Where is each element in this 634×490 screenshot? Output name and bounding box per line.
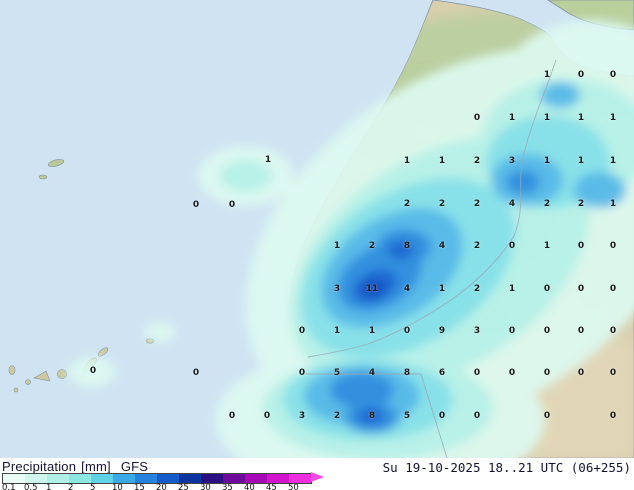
- precipitation-overlay: [68, 20, 634, 458]
- scale-tick-label: 30: [200, 483, 211, 490]
- scale-tick-label: 10: [112, 483, 123, 490]
- border-western-sahara: [306, 373, 448, 458]
- scale-tick-label: 1: [46, 483, 52, 490]
- color-scale-bar: [2, 473, 312, 484]
- islands-madeira: [38, 159, 65, 180]
- scale-tick-label: 0.5: [24, 483, 38, 490]
- scale-tick-label: 40: [244, 483, 255, 490]
- scale-tick-label: 50: [288, 483, 299, 490]
- scale-tick-label: 20: [156, 483, 167, 490]
- scale-segment: [135, 474, 157, 483]
- scale-segment: [179, 474, 201, 483]
- border-morocco-algeria: [307, 59, 557, 358]
- valid-time-label: Su 19-10-2025 18..21 UTC (06+255): [382, 460, 631, 475]
- scale-segment: [245, 474, 267, 483]
- model-name-label: GFS: [120, 459, 149, 474]
- legend-units-label: [mm]: [81, 459, 111, 474]
- country-borders: [306, 59, 557, 458]
- map-area: 1 0 0 0 0 1 0 0 0 1 1 1 1 1 1 2 3 1 1 1 2 2 2 4 2 2 1 1 2 8 4 2 0 1 0 0 3 11 4…: [0, 0, 634, 458]
- scale-segment: [47, 474, 69, 483]
- scale-tick-label: 0.1: [2, 483, 16, 490]
- legend-title: Precipitation [mm] GFS: [2, 459, 148, 474]
- scale-tick-label: 25: [178, 483, 189, 490]
- scale-tick-label: 5: [90, 483, 96, 490]
- scale-segment: [25, 474, 47, 483]
- scale-segment: [3, 474, 25, 483]
- legend-parameter-label: Precipitation: [2, 459, 77, 474]
- legend-bar: Precipitation [mm] GFS 0.1 0.5 1 2 5 10 15 20 25 30…: [0, 458, 634, 490]
- color-scale-labels: 0.1 0.5 1 2 5 10 15 20 25 30 35 40 45 50: [2, 483, 332, 490]
- scale-segment: [157, 474, 179, 483]
- scale-tick-label: 45: [266, 483, 277, 490]
- scale-tick-label: 35: [222, 483, 233, 490]
- scale-segment: [69, 474, 91, 483]
- scale-segment: [223, 474, 245, 483]
- scale-segment: [289, 474, 311, 483]
- scale-segment: [113, 474, 135, 483]
- scale-tick-label: 2: [68, 483, 74, 490]
- scale-segment: [91, 474, 113, 483]
- scale-segment: [267, 474, 289, 483]
- scale-segment: [201, 474, 223, 483]
- color-scale-arrow: [311, 472, 324, 482]
- scale-tick-label: 15: [134, 483, 145, 490]
- precipitation-map: [0, 0, 634, 458]
